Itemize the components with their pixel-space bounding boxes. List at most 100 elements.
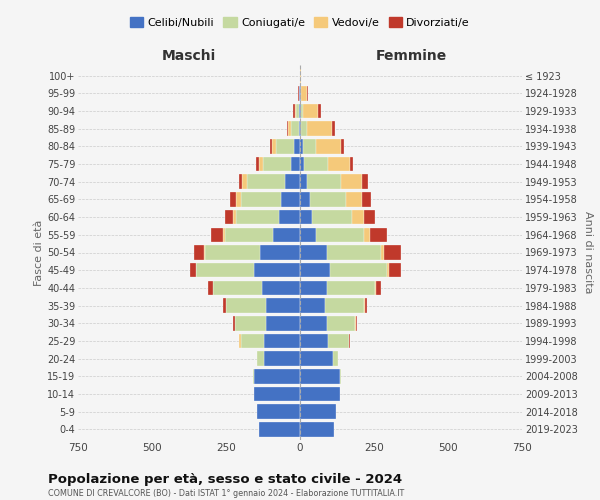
Bar bbox=[265, 352, 300, 366]
Bar bbox=[341, 174, 362, 189]
Y-axis label: Fasce di età: Fasce di età bbox=[34, 220, 44, 286]
Bar bbox=[224, 228, 274, 242]
Bar bbox=[300, 228, 316, 242]
Bar bbox=[318, 104, 321, 118]
Bar bbox=[300, 298, 325, 313]
Bar bbox=[326, 245, 382, 260]
Bar bbox=[247, 174, 285, 189]
Bar bbox=[256, 157, 259, 172]
Bar bbox=[307, 122, 332, 136]
Bar bbox=[242, 174, 247, 189]
Bar bbox=[296, 104, 299, 118]
Bar bbox=[300, 352, 332, 366]
Bar bbox=[272, 139, 277, 154]
Bar bbox=[266, 316, 300, 330]
Bar bbox=[259, 422, 300, 436]
Bar bbox=[300, 280, 326, 295]
Y-axis label: Anni di nascita: Anni di nascita bbox=[583, 211, 593, 294]
Bar bbox=[196, 263, 254, 278]
Bar bbox=[300, 192, 310, 206]
Bar bbox=[277, 139, 294, 154]
Bar bbox=[301, 86, 307, 101]
Bar bbox=[389, 263, 401, 278]
Bar bbox=[341, 139, 344, 154]
Bar bbox=[293, 104, 295, 118]
Text: COMUNE DI CREVALCORE (BO) - Dati ISTAT 1° gennaio 2024 - Elaborazione TUTTITALIA: COMUNE DI CREVALCORE (BO) - Dati ISTAT 1… bbox=[48, 489, 404, 498]
Bar bbox=[241, 334, 265, 348]
Bar bbox=[298, 86, 299, 101]
Bar bbox=[239, 174, 242, 189]
Bar bbox=[274, 228, 300, 242]
Bar bbox=[326, 316, 355, 330]
Bar bbox=[356, 316, 357, 330]
Bar bbox=[194, 245, 205, 260]
Bar bbox=[262, 280, 300, 295]
Bar bbox=[233, 210, 236, 224]
Bar bbox=[300, 139, 303, 154]
Bar bbox=[230, 192, 236, 206]
Legend: Celibi/Nubili, Coniugati/e, Vedovi/e, Divorziati/e: Celibi/Nubili, Coniugati/e, Vedovi/e, Di… bbox=[125, 12, 475, 32]
Bar bbox=[223, 298, 226, 313]
Bar bbox=[254, 387, 300, 402]
Bar bbox=[265, 334, 300, 348]
Bar bbox=[300, 316, 326, 330]
Bar bbox=[291, 157, 300, 172]
Bar bbox=[304, 157, 328, 172]
Bar bbox=[299, 104, 300, 118]
Bar bbox=[300, 387, 340, 402]
Bar bbox=[257, 352, 265, 366]
Bar bbox=[301, 122, 307, 136]
Bar bbox=[241, 192, 281, 206]
Bar bbox=[325, 298, 364, 313]
Bar bbox=[346, 192, 362, 206]
Bar bbox=[223, 228, 224, 242]
Bar bbox=[316, 139, 341, 154]
Bar bbox=[362, 174, 368, 189]
Bar bbox=[257, 404, 300, 419]
Bar bbox=[300, 174, 307, 189]
Bar bbox=[226, 298, 266, 313]
Bar bbox=[332, 352, 338, 366]
Bar bbox=[300, 245, 326, 260]
Bar bbox=[259, 157, 263, 172]
Bar bbox=[205, 245, 260, 260]
Bar bbox=[208, 280, 212, 295]
Bar bbox=[332, 122, 335, 136]
Bar bbox=[212, 280, 262, 295]
Bar bbox=[385, 245, 401, 260]
Bar bbox=[260, 245, 300, 260]
Bar bbox=[299, 122, 300, 136]
Bar bbox=[300, 263, 329, 278]
Bar bbox=[271, 139, 272, 154]
Bar bbox=[350, 157, 353, 172]
Bar bbox=[376, 280, 381, 295]
Bar bbox=[254, 369, 300, 384]
Bar bbox=[340, 369, 341, 384]
Bar bbox=[300, 334, 328, 348]
Bar bbox=[388, 263, 389, 278]
Bar bbox=[236, 192, 241, 206]
Bar bbox=[362, 192, 371, 206]
Bar bbox=[328, 334, 349, 348]
Bar bbox=[303, 104, 318, 118]
Bar bbox=[364, 298, 365, 313]
Bar bbox=[295, 104, 296, 118]
Bar bbox=[287, 122, 288, 136]
Bar bbox=[370, 228, 388, 242]
Bar bbox=[355, 316, 356, 330]
Bar bbox=[279, 210, 300, 224]
Bar bbox=[285, 174, 300, 189]
Bar bbox=[300, 369, 340, 384]
Bar bbox=[329, 263, 388, 278]
Bar bbox=[233, 316, 235, 330]
Bar bbox=[365, 298, 367, 313]
Bar bbox=[301, 104, 303, 118]
Bar bbox=[364, 210, 376, 224]
Bar bbox=[236, 210, 279, 224]
Bar bbox=[326, 280, 376, 295]
Bar bbox=[316, 228, 364, 242]
Bar bbox=[328, 157, 350, 172]
Bar bbox=[382, 245, 385, 260]
Text: Femmine: Femmine bbox=[376, 49, 446, 63]
Bar bbox=[300, 104, 301, 118]
